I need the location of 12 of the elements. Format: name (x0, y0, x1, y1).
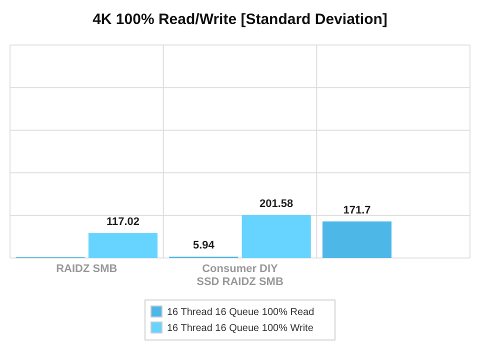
data-label: 117.02 (106, 216, 140, 228)
bar (322, 221, 392, 258)
data-label: 201.58 (260, 198, 294, 210)
x-tick-label: Consumer DIY SSD RAIDZ SMB (196, 263, 284, 288)
chart-title: 4K 100% Read/Write [Standard Deviation] (92, 11, 388, 28)
bar (88, 233, 158, 258)
bar (242, 215, 311, 258)
legend-label: 16 Thread 16 Queue 100% Write (167, 323, 314, 334)
legend-label: 16 Thread 16 Queue 100% Read (167, 307, 314, 318)
data-label: 171.7 (343, 204, 371, 216)
x-tick-label: RAIDZ SMB (56, 263, 118, 275)
data-label: 5.94 (192, 240, 216, 252)
